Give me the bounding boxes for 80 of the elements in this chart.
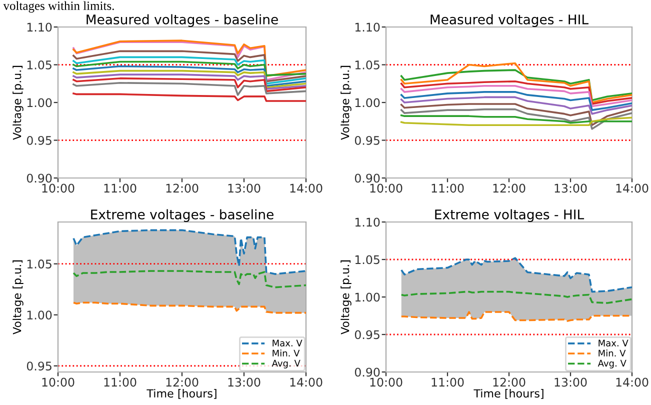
y-tick-label: 1.05 (27, 260, 52, 268)
chart-title: Extreme voltages - baseline (91, 209, 274, 222)
y-tick-label: 0.90 (354, 174, 380, 183)
y-axis-title: Voltage [p.u.] (340, 66, 352, 140)
line-series (72, 92, 306, 102)
line-series (72, 50, 306, 82)
x-tick-label: 13:00 (554, 184, 587, 193)
x-tick-label: 12:00 (493, 378, 526, 387)
x-tick-label: 10:00 (42, 378, 74, 387)
x-tick-label: 13:00 (228, 184, 260, 193)
y-tick-label: 1.00 (355, 98, 380, 108)
chart-title: Measured voltages - HIL (430, 14, 588, 27)
line-series (400, 91, 632, 111)
x-axis-title: Time [hours] (474, 388, 544, 399)
y-tick-label: 1.10 (355, 22, 380, 32)
line-series (72, 70, 306, 88)
line-series (400, 96, 632, 115)
text: voltages within limits. (3, 1, 114, 13)
line-series (72, 82, 306, 96)
line-series (400, 80, 632, 105)
x-tick-label: 10:00 (42, 184, 74, 193)
line-series (400, 69, 632, 102)
y-tick-label: 1.05 (27, 60, 52, 70)
y-tick-label: 1.00 (27, 98, 52, 108)
x-tick-label: 12:00 (493, 184, 526, 193)
chart-title: Measured voltages - baseline (86, 14, 278, 27)
line-series (400, 257, 632, 293)
line-series (72, 56, 306, 85)
y-tick-label: 1.10 (355, 218, 380, 227)
legend-label: Avg. V (272, 360, 300, 368)
y-tick-label: 0.95 (26, 362, 52, 371)
x-tick-label: 11:00 (104, 184, 136, 193)
y-axis-title: Voltage [p.u.] (340, 260, 352, 334)
x-tick-label: 10:00 (370, 184, 402, 193)
x-tick-label: 14:00 (616, 378, 648, 387)
x-tick-label: 14:00 (290, 378, 322, 387)
x-tick-label: 10:00 (370, 378, 402, 387)
x-tick-label: 11:00 (104, 378, 136, 387)
legend-label: Max. V (272, 340, 302, 346)
x-axis-title: Time [hours] (146, 388, 216, 399)
x-tick-label: 11:00 (432, 184, 464, 193)
x-tick-label: 13:00 (228, 378, 260, 387)
line-series (72, 65, 306, 87)
y-axis-title: Voltage [p.u.] (12, 260, 24, 334)
legend-label: Min. V (272, 350, 300, 356)
line-series (72, 302, 306, 314)
y-tick-label: 0.95 (26, 136, 52, 145)
line-series (400, 84, 632, 108)
legend-label: Min. V (598, 350, 626, 356)
line-series (400, 116, 632, 126)
line-series (400, 290, 632, 304)
x-tick-label: 12:00 (166, 184, 198, 193)
y-axis-title: Voltage [p.u.] (12, 66, 24, 140)
y-tick-label: 0.95 (354, 330, 380, 340)
y-tick-label: 1.00 (27, 310, 52, 320)
legend-label: Max. V (598, 340, 628, 346)
y-tick-label: 1.00 (355, 292, 380, 302)
line-series (400, 62, 632, 104)
chart-title: Extreme voltages - HIL (435, 209, 584, 222)
y-tick-label: 0.90 (26, 174, 52, 183)
line-series (72, 74, 306, 90)
x-tick-label: 12:00 (166, 378, 198, 387)
line-series (72, 60, 306, 76)
line-series (72, 270, 306, 288)
y-tick-label: 0.95 (354, 136, 380, 145)
x-tick-label: 14:00 (290, 184, 322, 193)
line-series (400, 108, 632, 130)
y-tick-label: 1.05 (355, 255, 380, 264)
line-series (72, 77, 306, 92)
y-tick-label: 0.90 (354, 368, 380, 377)
line-series (400, 103, 632, 126)
x-tick-label: 14:00 (616, 184, 648, 193)
legend-label: Avg. V (598, 360, 626, 368)
line-series (400, 114, 632, 124)
y-tick-label: 1.05 (355, 60, 380, 70)
x-tick-label: 11:00 (432, 378, 464, 387)
y-tick-label: 1.10 (27, 22, 52, 32)
line-series (72, 229, 306, 275)
x-tick-label: 13:00 (554, 378, 587, 387)
line-series (400, 311, 632, 322)
